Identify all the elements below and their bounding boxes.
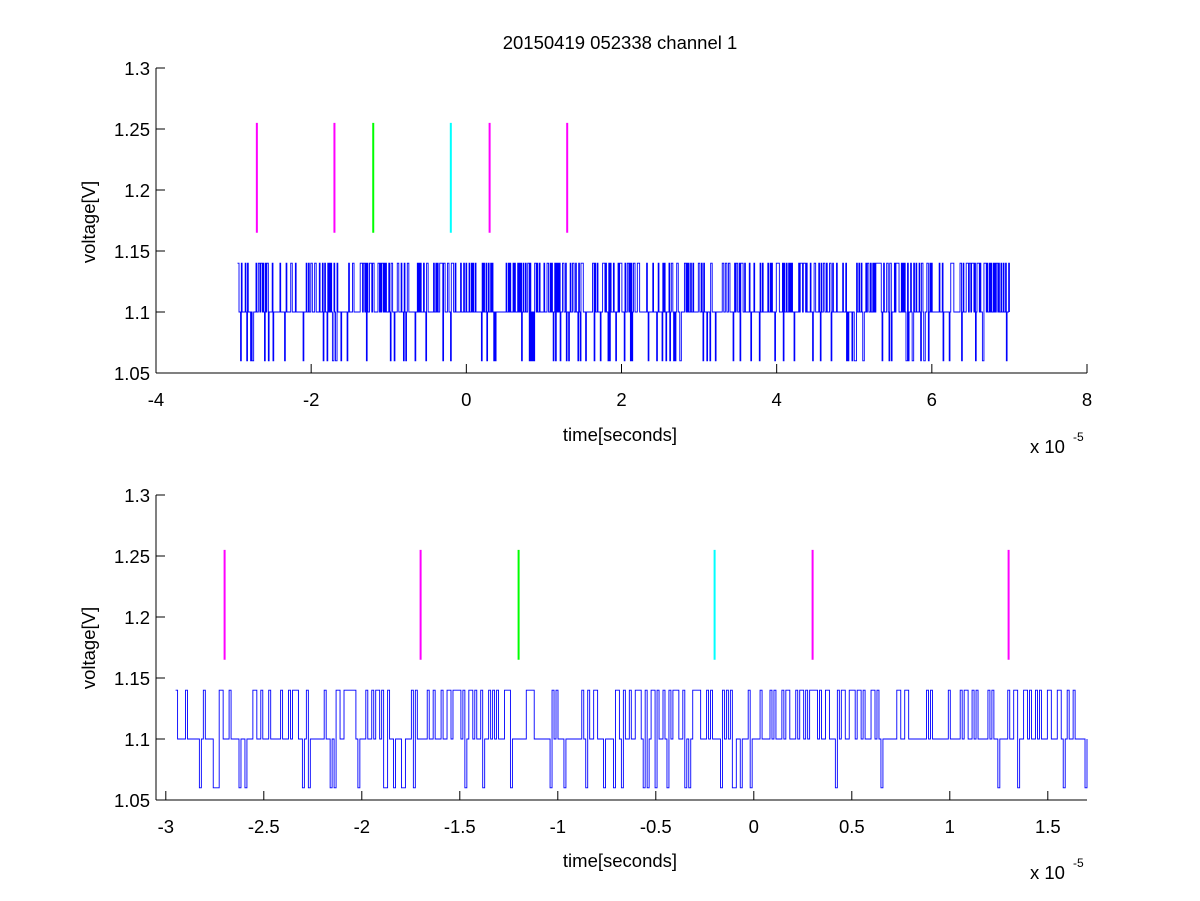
- bottom-exponent-label: x 10: [1030, 862, 1065, 883]
- x-tick-label: -0.5: [640, 816, 672, 837]
- x-tick-label: -1: [550, 816, 566, 837]
- y-tick-label: 1.1: [124, 729, 150, 750]
- top-ylabel: voltage[V]: [78, 181, 99, 263]
- bottom-signal-group: [175, 689, 1088, 789]
- y-tick-label: 1.25: [114, 119, 150, 140]
- x-tick-label: -3: [158, 816, 174, 837]
- x-tick-label: -2.5: [248, 816, 280, 837]
- top-exponent-label: x 10: [1030, 436, 1065, 457]
- x-tick-label: 0: [749, 816, 759, 837]
- bottom-exponent-power: -5: [1073, 856, 1084, 870]
- x-tick-label: -2: [303, 389, 319, 410]
- y-tick-label: 1.05: [114, 790, 150, 811]
- y-tick-label: 1.05: [114, 363, 150, 384]
- top-subplot: 1.05 1.1 1.15 1.2 1.25 1.3 -4 -2 0 2 4 6 8 time[seco…: [78, 58, 1092, 457]
- x-tick-label: -2: [354, 816, 370, 837]
- x-tick-label: 0: [461, 389, 471, 410]
- voltage-signal-line: [237, 262, 1010, 362]
- figure-title: 20150419 052338 channel 1: [503, 32, 738, 53]
- bottom-ylabel: voltage[V]: [78, 607, 99, 689]
- y-tick-label: 1.1: [124, 302, 150, 323]
- x-tick-label: 2: [616, 389, 626, 410]
- x-tick-label: 4: [772, 389, 782, 410]
- x-tick-label: -1.5: [444, 816, 476, 837]
- y-tick-label: 1.3: [124, 485, 150, 506]
- bottom-xlabel: time[seconds]: [563, 850, 677, 871]
- top-signal-group: [237, 262, 1010, 362]
- top-axes: 1.05 1.1 1.15 1.2 1.25 1.3 -4 -2 0 2 4 6 8: [114, 58, 1092, 410]
- y-tick-label: 1.2: [124, 607, 150, 628]
- y-tick-label: 1.25: [114, 546, 150, 567]
- top-xlabel: time[seconds]: [563, 424, 677, 445]
- bottom-subplot: 1.05 1.1 1.15 1.2 1.25 1.3 -3 -2.5 -2 -1.5 -1 -0.5 0…: [78, 485, 1088, 883]
- top-exponent-power: -5: [1073, 430, 1084, 444]
- y-tick-label: 1.15: [114, 668, 150, 689]
- x-tick-label: 1.5: [1035, 816, 1061, 837]
- y-tick-label: 1.2: [124, 180, 150, 201]
- voltage-signal-line: [175, 689, 1088, 789]
- bottom-axes: 1.05 1.1 1.15 1.2 1.25 1.3 -3 -2.5 -2 -1.5 -1 -0.5 0…: [114, 485, 1087, 837]
- bottom-markers-group: [223, 549, 1010, 660]
- x-tick-label: 8: [1082, 389, 1092, 410]
- x-tick-label: 0.5: [839, 816, 865, 837]
- x-tick-label: 1: [945, 816, 955, 837]
- y-tick-label: 1.15: [114, 241, 150, 262]
- x-tick-label: 6: [927, 389, 937, 410]
- top-markers-group: [255, 122, 569, 233]
- x-tick-label: -4: [148, 389, 164, 410]
- y-tick-label: 1.3: [124, 58, 150, 79]
